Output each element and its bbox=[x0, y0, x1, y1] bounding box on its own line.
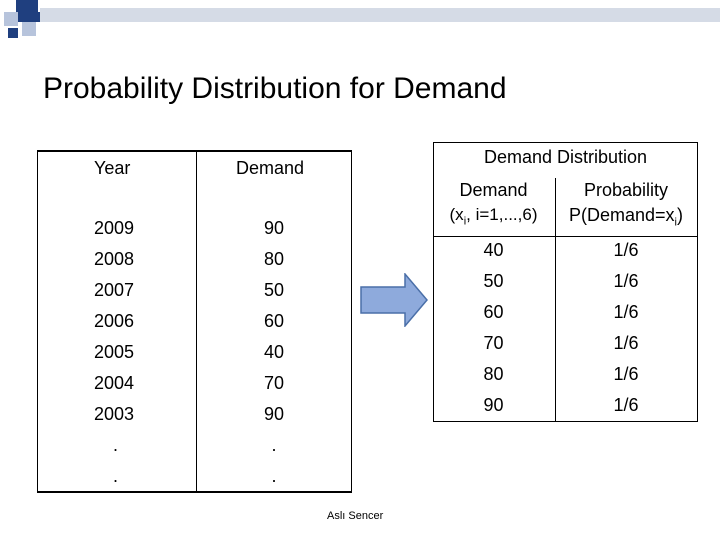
dist-header-prob-line2: P(Demand=xi) bbox=[554, 205, 698, 229]
dist-header-prob-sub: i bbox=[674, 216, 677, 229]
footer-author: Aslı Sencer bbox=[327, 510, 384, 522]
dist-header-prob-prefix: P(Demand=x bbox=[568, 205, 675, 225]
decor-square-light-2 bbox=[22, 22, 36, 36]
dist-demand-cell: 40 bbox=[483, 240, 504, 260]
year-cell: 2007 bbox=[94, 280, 135, 300]
dist-probability-cell: 1/6 bbox=[613, 364, 639, 384]
dist-demand-cell: 90 bbox=[483, 395, 504, 415]
year-cell: 2008 bbox=[94, 249, 135, 269]
yearly-demand-table bbox=[37, 150, 352, 493]
dist-header-prob-suffix: ) bbox=[677, 205, 683, 225]
demand-cell: 60 bbox=[263, 311, 285, 331]
header-year: Year bbox=[94, 158, 131, 178]
right-arrow-icon bbox=[360, 273, 428, 327]
dist-probability-cell: 1/6 bbox=[613, 333, 639, 353]
decor-square-dark-2 bbox=[30, 12, 40, 22]
demand-cell: 90 bbox=[263, 218, 285, 238]
year-cell: . bbox=[113, 435, 119, 455]
distribution-column-divider bbox=[555, 178, 556, 421]
dist-probability-cell: 1/6 bbox=[613, 271, 639, 291]
demand-cell: 90 bbox=[263, 404, 285, 424]
year-cell: 2005 bbox=[94, 342, 135, 362]
dist-demand-cell: 70 bbox=[483, 333, 504, 353]
demand-cell: 40 bbox=[263, 342, 285, 362]
slide-title: Probability Distribution for Demand bbox=[43, 72, 507, 105]
dist-header-demand-line1: Demand bbox=[459, 180, 528, 200]
distribution-header-line bbox=[434, 236, 697, 237]
dist-demand-cell: 50 bbox=[483, 271, 504, 291]
decor-square-light-1 bbox=[4, 12, 18, 26]
table-column-divider bbox=[196, 152, 197, 491]
demand-cell: . bbox=[271, 435, 277, 455]
dist-probability-cell: 1/6 bbox=[613, 302, 639, 322]
demand-distribution-table bbox=[433, 142, 698, 422]
dist-demand-cell: 80 bbox=[483, 364, 504, 384]
year-cell: . bbox=[113, 466, 119, 486]
dist-header-demand-suffix: , i=1,...,6) bbox=[466, 205, 538, 224]
demand-cell: . bbox=[271, 466, 277, 486]
dist-probability-cell: 1/6 bbox=[613, 240, 639, 260]
dist-header-prob-line1: Probability bbox=[583, 180, 669, 200]
dist-header-demand-sub: i bbox=[463, 215, 467, 228]
year-cell: 2009 bbox=[94, 218, 135, 238]
decor-square-dark-3 bbox=[8, 28, 18, 38]
year-cell: 2006 bbox=[94, 311, 135, 331]
header-demand: Demand bbox=[236, 158, 305, 178]
demand-cell: 70 bbox=[263, 373, 285, 393]
decor-header-bar bbox=[40, 8, 720, 22]
demand-cell: 80 bbox=[263, 249, 285, 269]
dist-demand-cell: 60 bbox=[483, 302, 504, 322]
dist-header-demand-prefix: (x bbox=[449, 205, 464, 224]
distribution-title: Demand Distribution bbox=[483, 147, 648, 167]
dist-probability-cell: 1/6 bbox=[613, 395, 639, 415]
demand-cell: 50 bbox=[263, 280, 285, 300]
dist-header-demand-line2: (xi, i=1,...,6) bbox=[433, 205, 554, 227]
year-cell: 2004 bbox=[94, 373, 135, 393]
year-cell: 2003 bbox=[94, 404, 135, 424]
